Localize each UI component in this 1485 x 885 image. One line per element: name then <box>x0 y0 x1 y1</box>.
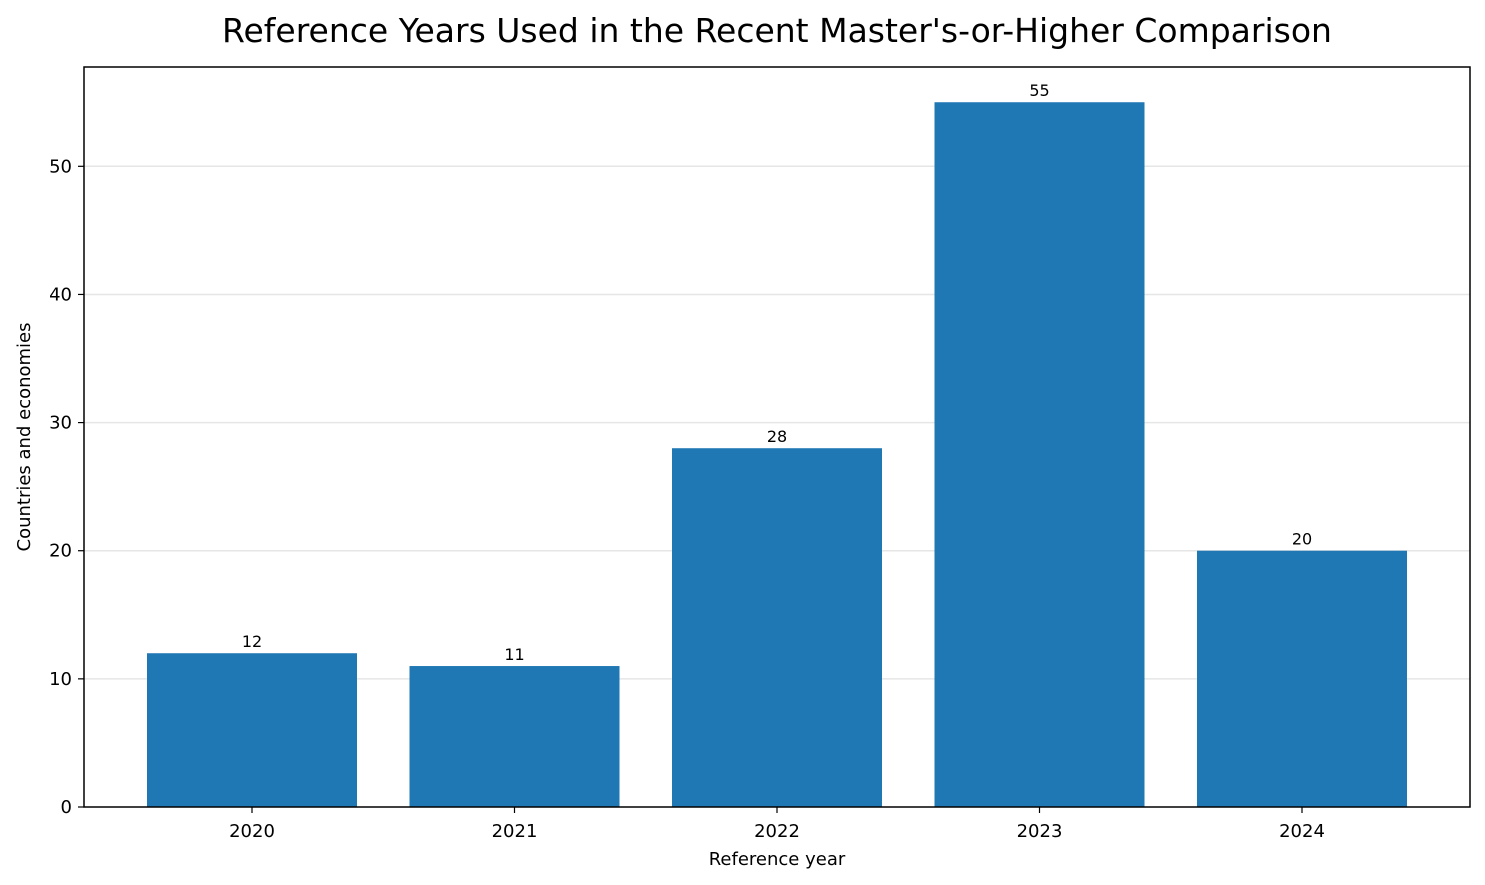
bar-2024 <box>1197 550 1407 807</box>
bar-2020 <box>147 653 357 807</box>
y-tick-label: 30 <box>49 413 72 434</box>
x-axis: 2020 2021 2022 2023 2024 <box>229 807 1325 842</box>
data-label-2024: 20 <box>1292 530 1312 549</box>
y-tick-label: 40 <box>49 284 72 305</box>
x-axis-label: Reference year <box>709 849 846 870</box>
bar-2021 <box>409 666 620 807</box>
chart-title: Reference Years Used in the Recent Maste… <box>222 11 1332 50</box>
y-axis-label: Countries and economies <box>14 322 35 551</box>
bar-2022 <box>672 448 882 807</box>
x-tick-label: 2023 <box>1017 821 1063 842</box>
data-label-2021: 11 <box>504 645 524 664</box>
x-tick-label: 2024 <box>1279 821 1325 842</box>
data-labels: 12 11 28 55 20 <box>242 81 1312 664</box>
y-tick-label: 20 <box>49 541 72 562</box>
x-tick-label: 2020 <box>229 821 275 842</box>
y-axis: 0 10 20 30 40 50 <box>49 156 84 818</box>
x-tick-label: 2021 <box>492 821 538 842</box>
y-tick-label: 10 <box>49 669 72 690</box>
y-tick-label: 50 <box>49 156 72 177</box>
data-label-2022: 28 <box>767 427 787 446</box>
bars <box>147 102 1407 807</box>
x-tick-label: 2022 <box>754 821 800 842</box>
y-tick-label: 0 <box>61 797 72 818</box>
data-label-2020: 12 <box>242 632 262 651</box>
bar-2023 <box>934 102 1145 807</box>
data-label-2023: 55 <box>1029 81 1049 100</box>
